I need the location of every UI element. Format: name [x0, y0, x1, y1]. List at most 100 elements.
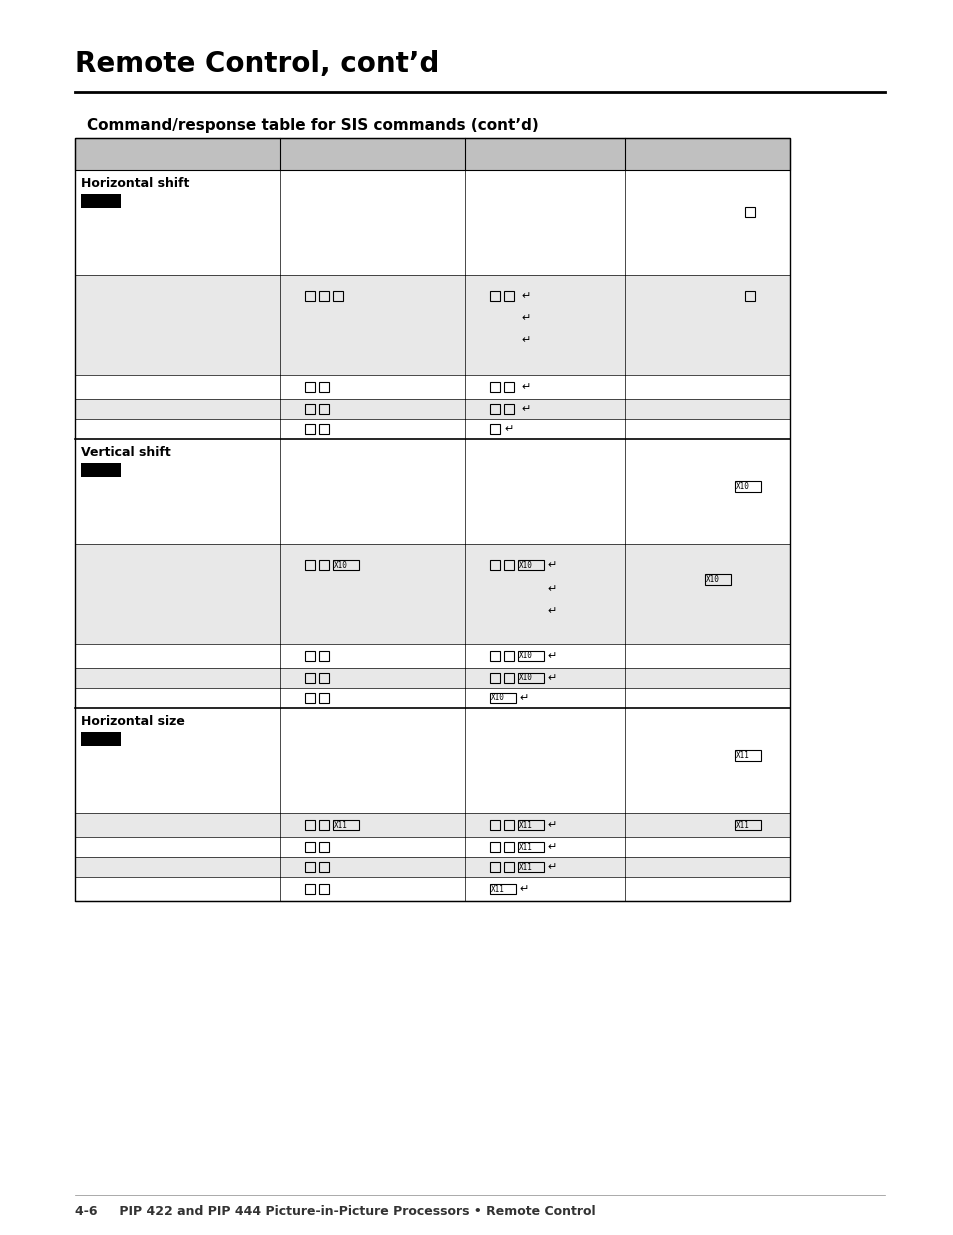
Bar: [81, 732, 121, 746]
Bar: [305, 651, 314, 661]
Text: ↵: ↵: [546, 559, 556, 571]
Bar: [318, 862, 329, 872]
Text: Horizontal size: Horizontal size: [81, 715, 185, 727]
Text: ↵: ↵: [546, 606, 556, 616]
Bar: [333, 820, 358, 830]
Bar: [75, 170, 789, 275]
Bar: [75, 399, 789, 419]
Bar: [503, 404, 514, 414]
Text: ↵: ↵: [546, 651, 556, 661]
Bar: [490, 291, 499, 301]
Bar: [81, 194, 121, 207]
Bar: [503, 651, 514, 661]
Bar: [704, 574, 730, 585]
Bar: [490, 382, 499, 391]
Bar: [503, 291, 514, 301]
Bar: [318, 404, 329, 414]
Bar: [75, 668, 789, 688]
Bar: [305, 820, 314, 830]
Text: NOTE: NOTE: [85, 196, 117, 206]
Text: X10: X10: [518, 673, 533, 683]
Text: NOTE: NOTE: [85, 734, 117, 743]
Bar: [318, 673, 329, 683]
Text: ↵: ↵: [520, 335, 530, 345]
Bar: [305, 559, 314, 571]
Text: X10: X10: [491, 694, 504, 703]
Text: X10: X10: [518, 561, 533, 569]
Text: Command/response table for SIS commands (cont’d): Command/response table for SIS commands …: [87, 119, 538, 133]
Bar: [318, 842, 329, 852]
Bar: [734, 750, 760, 761]
Bar: [305, 424, 314, 433]
Bar: [305, 842, 314, 852]
Text: Additional description: Additional description: [630, 143, 784, 156]
Bar: [305, 884, 314, 894]
Text: X11: X11: [518, 820, 533, 830]
Text: ↵: ↵: [546, 584, 556, 594]
Bar: [517, 559, 543, 571]
Bar: [318, 651, 329, 661]
Text: X10: X10: [735, 482, 749, 492]
Bar: [333, 291, 343, 301]
Bar: [517, 862, 543, 872]
Bar: [503, 559, 514, 571]
Bar: [490, 559, 499, 571]
Text: X11: X11: [518, 862, 533, 872]
Bar: [744, 207, 754, 217]
Bar: [75, 438, 789, 543]
Text: ↵: ↵: [503, 424, 513, 433]
Bar: [318, 291, 329, 301]
Bar: [517, 651, 543, 661]
Bar: [490, 693, 516, 703]
Bar: [75, 419, 789, 438]
Bar: [305, 291, 314, 301]
Text: X11: X11: [735, 751, 749, 760]
Bar: [305, 673, 314, 683]
Bar: [517, 842, 543, 852]
Bar: [318, 559, 329, 571]
Bar: [517, 820, 543, 830]
Text: Command: Command: [81, 143, 151, 156]
Text: X10: X10: [705, 576, 720, 584]
Text: X10: X10: [334, 561, 348, 569]
Text: ↵: ↵: [520, 404, 530, 414]
Bar: [75, 138, 789, 170]
Text: ↵: ↵: [546, 673, 556, 683]
Text: ↵: ↵: [546, 842, 556, 852]
Bar: [734, 480, 760, 492]
Text: ↵: ↵: [520, 312, 530, 324]
Bar: [490, 651, 499, 661]
Bar: [490, 424, 499, 433]
Bar: [503, 842, 514, 852]
Bar: [734, 820, 760, 830]
Text: Horizontal shift: Horizontal shift: [81, 177, 190, 190]
Text: Response
(PIP to host): Response (PIP to host): [471, 141, 549, 163]
Bar: [75, 877, 789, 902]
Bar: [318, 884, 329, 894]
Bar: [318, 693, 329, 703]
Bar: [490, 820, 499, 830]
Bar: [75, 543, 789, 643]
Bar: [75, 643, 789, 668]
Bar: [490, 862, 499, 872]
Text: ↵: ↵: [520, 382, 530, 391]
Bar: [81, 463, 121, 477]
Bar: [503, 382, 514, 391]
Bar: [305, 382, 314, 391]
Bar: [75, 275, 789, 375]
Bar: [305, 693, 314, 703]
Text: X11: X11: [334, 820, 348, 830]
Text: X11: X11: [735, 820, 749, 830]
Bar: [490, 404, 499, 414]
Bar: [75, 813, 789, 837]
Text: X11: X11: [518, 842, 533, 851]
Bar: [75, 837, 789, 857]
Bar: [503, 820, 514, 830]
Bar: [490, 842, 499, 852]
Text: ASCII Command
(host to PIP): ASCII Command (host to PIP): [286, 141, 384, 163]
Bar: [305, 404, 314, 414]
Bar: [75, 138, 789, 902]
Text: Remote Control, cont’d: Remote Control, cont’d: [75, 49, 439, 78]
Text: X10: X10: [518, 652, 533, 661]
Text: ↵: ↵: [520, 291, 530, 301]
